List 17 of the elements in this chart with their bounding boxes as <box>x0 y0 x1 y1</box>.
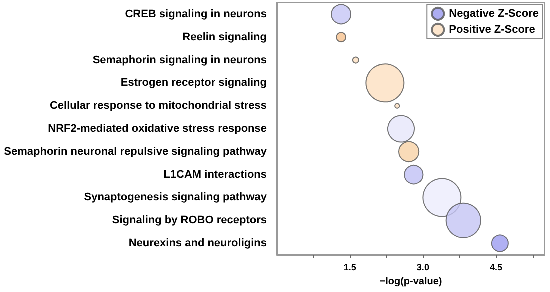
y-tick-label: CREB signaling in neurons <box>125 8 267 20</box>
y-tick-label: Signaling by ROBO receptors <box>112 214 267 227</box>
y-tick-label: NRF2-mediated oxidative stress response <box>48 123 267 135</box>
y-tick-label: Cellular response to mitochondrial stress <box>50 100 267 112</box>
y-tick-label: L1CAM interactions <box>164 168 267 181</box>
legend-label: Positive Z-Score <box>449 24 536 36</box>
x-axis-title: −log(p-value) <box>380 276 442 288</box>
y-tick-label: Semaphorin signaling in neurons <box>92 54 267 66</box>
x-tick-label: 1.5 <box>344 262 356 272</box>
y-tick-label: Reelin signaling <box>182 31 267 44</box>
x-tick-label: 4.5 <box>490 262 503 272</box>
legend-label: Negative Z-Score <box>449 8 540 20</box>
y-tick-label: Neurexins and neuroligins <box>128 238 267 250</box>
y-tick-label: Synaptogenesis signaling pathway <box>84 192 268 204</box>
y-tick-label: Estrogen receptor signaling <box>120 77 267 90</box>
y-tick-label: Semaphorin neuronal repulsive signaling pathway <box>4 146 268 158</box>
x-tick-label: 3.0 <box>416 262 430 272</box>
